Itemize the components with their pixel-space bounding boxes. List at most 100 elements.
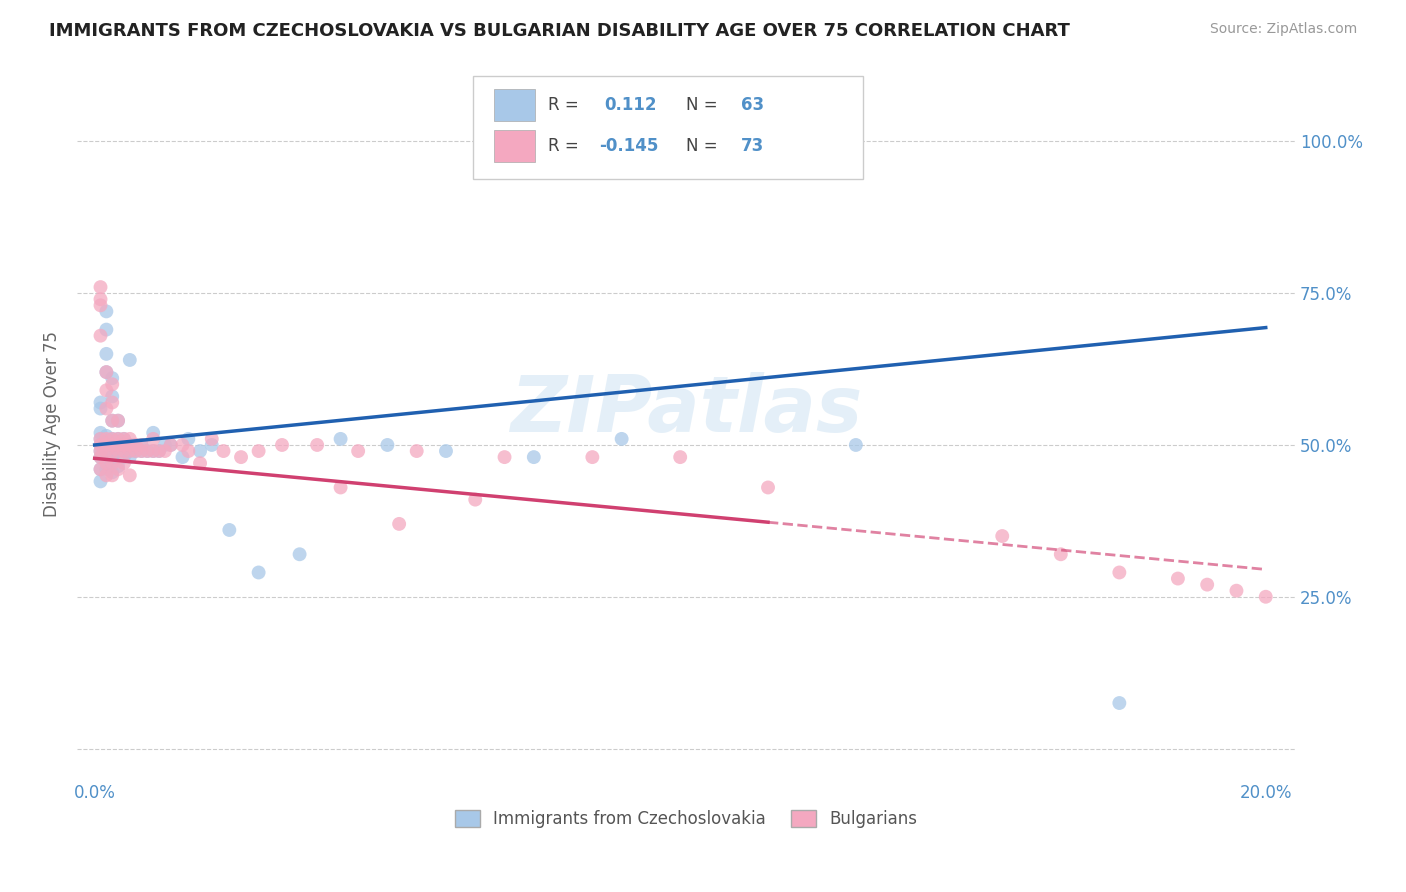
- Point: [112, 456, 135, 470]
- Point: [118, 444, 141, 458]
- Point: [610, 432, 633, 446]
- Point: [101, 414, 124, 428]
- Point: [101, 432, 124, 446]
- Point: [124, 438, 146, 452]
- Point: [107, 438, 129, 452]
- Point: [118, 438, 141, 452]
- Point: [153, 444, 176, 458]
- FancyBboxPatch shape: [494, 130, 536, 161]
- Point: [1108, 566, 1130, 580]
- Point: [756, 480, 779, 494]
- Text: -0.145: -0.145: [599, 137, 659, 155]
- Point: [96, 304, 118, 318]
- Point: [172, 438, 194, 452]
- Point: [288, 547, 311, 561]
- Point: [142, 432, 165, 446]
- Point: [96, 384, 118, 398]
- Point: [201, 432, 224, 446]
- Point: [96, 365, 118, 379]
- Point: [101, 414, 124, 428]
- Point: [845, 438, 868, 452]
- Point: [991, 529, 1014, 543]
- Point: [142, 444, 165, 458]
- Point: [159, 438, 181, 452]
- Point: [153, 438, 176, 452]
- Point: [247, 444, 270, 458]
- Point: [112, 432, 135, 446]
- Point: [118, 353, 141, 368]
- Text: 63: 63: [741, 96, 763, 114]
- Point: [159, 438, 181, 452]
- Point: [112, 450, 135, 464]
- Point: [136, 444, 159, 458]
- Point: [124, 438, 146, 452]
- Point: [107, 462, 129, 476]
- Point: [201, 438, 224, 452]
- Point: [89, 292, 111, 306]
- Point: [118, 468, 141, 483]
- Point: [101, 456, 124, 470]
- Point: [101, 432, 124, 446]
- Text: Source: ZipAtlas.com: Source: ZipAtlas.com: [1209, 22, 1357, 37]
- Point: [89, 432, 111, 446]
- Point: [271, 438, 294, 452]
- Text: N =: N =: [686, 137, 723, 155]
- Point: [96, 438, 118, 452]
- Point: [89, 395, 111, 409]
- Point: [89, 438, 111, 452]
- Point: [101, 444, 124, 458]
- Point: [89, 444, 111, 458]
- Point: [101, 377, 124, 392]
- Text: IMMIGRANTS FROM CZECHOSLOVAKIA VS BULGARIAN DISABILITY AGE OVER 75 CORRELATION C: IMMIGRANTS FROM CZECHOSLOVAKIA VS BULGAR…: [49, 22, 1070, 40]
- Point: [131, 444, 153, 458]
- Point: [96, 401, 118, 416]
- Point: [107, 432, 129, 446]
- Point: [1049, 547, 1071, 561]
- Point: [89, 425, 111, 440]
- Point: [112, 438, 135, 452]
- FancyBboxPatch shape: [472, 76, 863, 178]
- Point: [1108, 696, 1130, 710]
- Point: [131, 438, 153, 452]
- Point: [107, 444, 129, 458]
- Point: [107, 459, 129, 474]
- Point: [89, 438, 111, 452]
- Point: [89, 475, 111, 489]
- Point: [177, 432, 200, 446]
- Point: [188, 456, 211, 470]
- Point: [107, 414, 129, 428]
- Point: [118, 450, 141, 464]
- Point: [101, 371, 124, 385]
- Text: ZIPatlas: ZIPatlas: [510, 371, 862, 448]
- Text: 73: 73: [741, 137, 763, 155]
- Point: [118, 438, 141, 452]
- Point: [96, 468, 118, 483]
- Point: [177, 444, 200, 458]
- Point: [89, 432, 111, 446]
- Point: [96, 462, 118, 476]
- Point: [118, 432, 141, 446]
- Point: [96, 432, 118, 446]
- Point: [89, 462, 111, 476]
- Point: [89, 444, 111, 458]
- Point: [107, 444, 129, 458]
- Point: [1197, 577, 1219, 591]
- Text: R =: R =: [548, 137, 585, 155]
- Point: [172, 450, 194, 464]
- Point: [96, 444, 118, 458]
- Point: [329, 432, 352, 446]
- Legend: Immigrants from Czechoslovakia, Bulgarians: Immigrants from Czechoslovakia, Bulgaria…: [449, 803, 924, 835]
- Point: [124, 444, 146, 458]
- Point: [131, 444, 153, 458]
- Point: [89, 401, 111, 416]
- Point: [247, 566, 270, 580]
- Point: [101, 395, 124, 409]
- FancyBboxPatch shape: [494, 89, 536, 120]
- Text: N =: N =: [686, 96, 723, 114]
- Point: [212, 444, 235, 458]
- Point: [96, 450, 118, 464]
- Text: R =: R =: [548, 96, 585, 114]
- Point: [1254, 590, 1277, 604]
- Point: [347, 444, 370, 458]
- Point: [218, 523, 240, 537]
